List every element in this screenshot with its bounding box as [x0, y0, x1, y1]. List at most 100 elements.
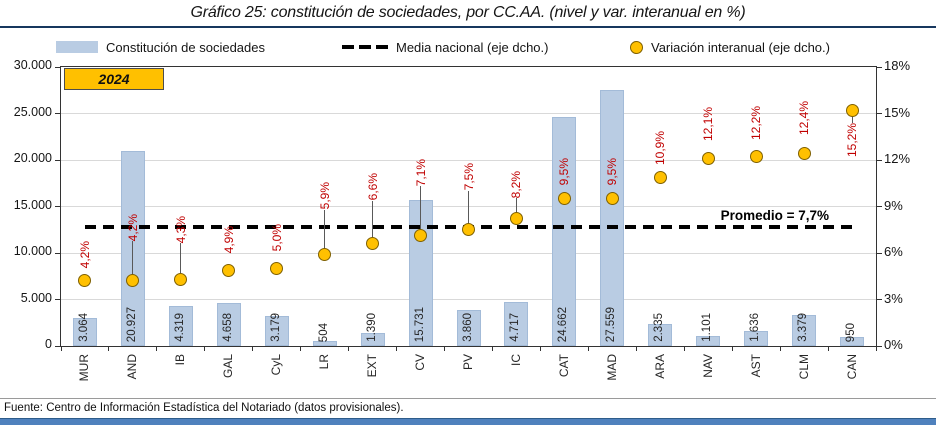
chart-title: Gráfico 25: constitución de sociedades, …	[190, 4, 746, 21]
gridline	[61, 252, 876, 254]
variation-label: 15,2%	[845, 123, 860, 158]
left-axis-label: 30.000	[13, 58, 52, 72]
variation-marker	[78, 274, 92, 288]
bar-value-label: 24.662	[557, 306, 570, 342]
variation-label: 12,2%	[749, 105, 764, 140]
bar	[408, 199, 433, 346]
category-label: CV	[413, 354, 428, 371]
x-axis-tick	[875, 346, 877, 351]
bar-value-label: 3.179	[269, 313, 282, 342]
x-axis-tick	[60, 346, 62, 351]
bar	[72, 317, 97, 346]
x-axis-tick	[827, 346, 829, 351]
category-label: AST	[748, 354, 763, 378]
bar-value-label: 3.064	[77, 313, 90, 342]
bar	[840, 337, 865, 346]
bar-value-label: 504	[317, 322, 330, 342]
variation-marker	[174, 272, 188, 286]
variation-label: 5,0%	[269, 224, 284, 252]
x-axis-tick	[491, 346, 493, 351]
right-axis-label: 15%	[884, 104, 911, 120]
x-axis-tick	[779, 346, 781, 351]
leader-line	[372, 200, 374, 238]
category-label: MUR	[77, 354, 92, 382]
right-axis-label: 3%	[884, 290, 903, 306]
left-axis-tick	[55, 206, 60, 207]
variation-marker	[845, 103, 859, 117]
right-axis-label: 18%	[884, 58, 911, 73]
bar	[312, 341, 337, 346]
bar-value-label: 950	[845, 322, 858, 342]
x-axis-tick	[635, 346, 637, 351]
category-label: MAD	[604, 354, 619, 381]
legend-label-media-nacional: Media nacional (eje dcho.)	[396, 39, 549, 55]
gridline	[61, 299, 876, 300]
leader-line	[132, 240, 134, 275]
bar-value-label: 1.101	[701, 313, 714, 342]
bar	[168, 305, 193, 346]
variation-label: 9,5%	[605, 158, 620, 186]
variation-marker	[318, 248, 332, 262]
left-axis-label: 0	[45, 337, 52, 351]
variation-label: 12,1%	[701, 107, 716, 142]
variation-label: 12,4%	[797, 100, 812, 135]
bar-value-label: 15.731	[413, 306, 426, 342]
bar-value-label: 4.717	[509, 313, 522, 342]
left-axis-label: 20.000	[13, 151, 52, 165]
right-axis-label: 6%	[884, 244, 903, 259]
right-axis-tick	[876, 299, 882, 300]
bar-swatch-icon	[56, 41, 98, 53]
x-axis-tick	[108, 346, 110, 351]
variation-label: 7,5%	[461, 163, 476, 191]
leader-line	[515, 197, 517, 213]
legend-item-bars: Constitución de sociedades	[56, 38, 265, 56]
x-axis-tick	[348, 346, 350, 351]
right-axis-label: 0%	[884, 337, 903, 352]
x-axis-tick	[683, 346, 685, 351]
bar	[648, 324, 673, 346]
variation-marker	[701, 151, 715, 165]
right-axis-tick	[876, 66, 882, 68]
category-label: CAT	[556, 354, 571, 378]
left-axis-tick	[55, 159, 60, 161]
bar	[456, 310, 481, 346]
legend-label-bars: Constitución de sociedades	[106, 39, 265, 55]
leader-line	[420, 185, 422, 230]
plot-area: 2024 Promedio = 7,7% 3.064 MUR 4,2% 20.927 A…	[55, 66, 882, 381]
x-axis-tick	[204, 346, 206, 351]
category-label: IB	[173, 354, 188, 366]
gridline	[61, 113, 876, 114]
variation-marker	[366, 237, 380, 251]
bar-value-label: 3.379	[797, 313, 810, 342]
variation-marker	[126, 274, 140, 288]
bar-value-label: 4.319	[173, 313, 186, 342]
left-axis-label: 15.000	[13, 197, 52, 212]
variation-label: 6,6%	[365, 173, 380, 201]
x-axis-tick	[731, 346, 733, 351]
bar-value-label: 3.860	[461, 313, 474, 342]
bar-value-label: 27.559	[605, 306, 618, 342]
x-axis-tick	[300, 346, 302, 351]
x-axis-tick	[444, 346, 446, 351]
bar	[792, 314, 817, 346]
legend-item-variacion: Variación interanual (eje dcho.)	[630, 38, 830, 56]
source-text: Fuente: Centro de Información Estadístic…	[4, 402, 404, 414]
category-label: AND	[125, 354, 140, 380]
bar	[216, 302, 241, 346]
right-axis-tick	[876, 345, 882, 347]
category-label: ARA	[652, 354, 667, 379]
x-axis-tick	[539, 346, 541, 351]
left-axis-label: 10.000	[13, 244, 52, 258]
category-label: IC	[508, 354, 523, 366]
left-axis-tick	[55, 113, 60, 114]
bottom-accent-bar	[0, 418, 936, 425]
category-label: EXT	[365, 354, 380, 378]
bar-value-label: 20.927	[125, 306, 138, 342]
dashed-line-icon	[342, 45, 388, 49]
right-axis-label: 12%	[884, 151, 911, 166]
bar-value-label: 1.636	[749, 313, 762, 342]
leader-line	[324, 209, 326, 249]
x-axis-tick	[587, 346, 589, 351]
category-label: GAL	[221, 354, 236, 379]
category-label: CLM	[796, 354, 811, 380]
